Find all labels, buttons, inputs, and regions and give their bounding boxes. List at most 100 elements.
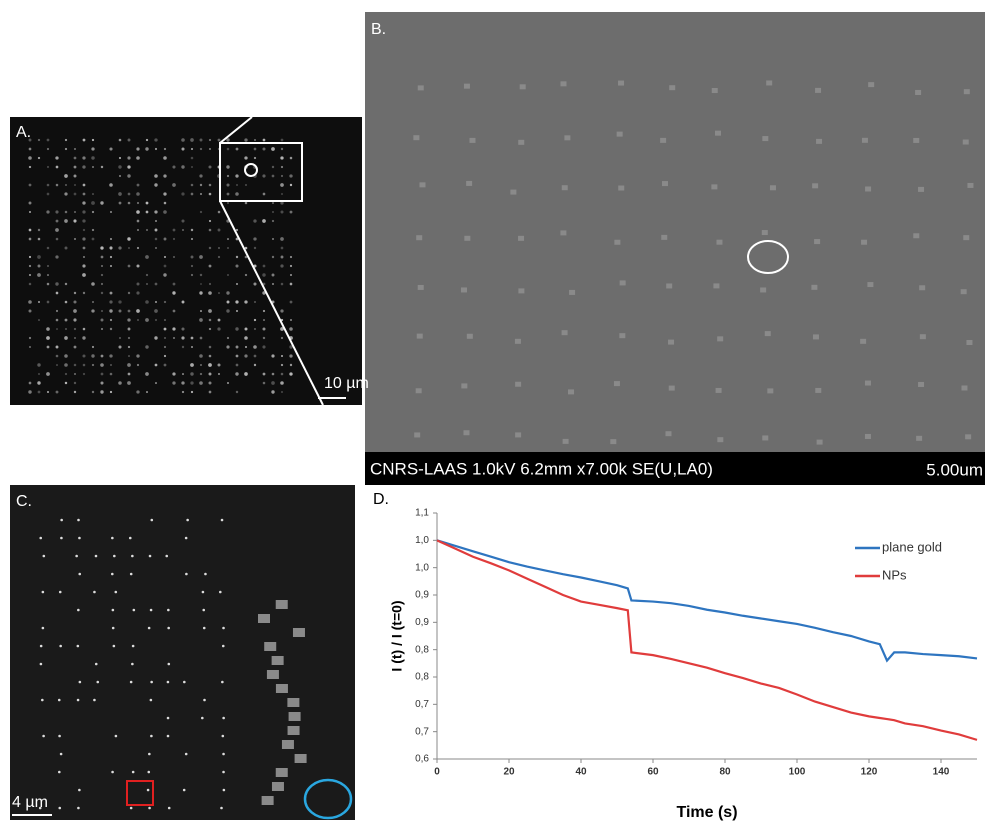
spot xyxy=(200,184,202,186)
speck xyxy=(963,235,969,240)
speck xyxy=(510,190,516,195)
spot xyxy=(245,202,248,205)
speck xyxy=(762,136,768,141)
spot xyxy=(136,147,139,150)
spot xyxy=(82,336,85,339)
speck xyxy=(711,184,717,189)
spot xyxy=(164,238,167,241)
spot xyxy=(91,156,94,159)
spot xyxy=(163,174,166,177)
spot xyxy=(280,264,283,267)
speck xyxy=(961,289,967,294)
spot xyxy=(182,391,184,393)
spot xyxy=(40,645,43,648)
spot xyxy=(209,355,212,358)
spot xyxy=(253,282,256,285)
speck xyxy=(717,336,723,341)
speck xyxy=(660,138,666,143)
spot xyxy=(110,328,112,330)
spot xyxy=(77,609,80,612)
flake xyxy=(293,628,305,637)
spot xyxy=(77,807,80,810)
spot xyxy=(91,282,95,286)
spot xyxy=(93,699,96,702)
speck xyxy=(865,381,871,386)
spot xyxy=(92,229,94,231)
spot xyxy=(280,183,284,187)
spot xyxy=(209,265,212,268)
spot xyxy=(56,238,59,241)
spot xyxy=(208,363,212,367)
spot xyxy=(263,139,266,142)
spot xyxy=(82,156,85,159)
spot xyxy=(155,238,158,241)
spot xyxy=(183,681,186,684)
spot xyxy=(128,139,131,142)
spot xyxy=(47,283,50,286)
spot xyxy=(235,192,239,196)
spot xyxy=(64,174,68,178)
spot xyxy=(226,183,229,186)
spot xyxy=(181,192,184,195)
spot xyxy=(227,202,229,204)
series-line xyxy=(437,540,977,660)
spot xyxy=(167,663,170,666)
spot xyxy=(200,364,202,366)
spot xyxy=(47,265,49,267)
speck xyxy=(614,381,620,386)
speck xyxy=(816,139,822,144)
spot xyxy=(55,156,58,159)
spot xyxy=(29,238,32,241)
spot xyxy=(55,210,58,213)
spot xyxy=(262,273,265,276)
spot xyxy=(254,148,257,151)
spot xyxy=(226,345,229,348)
spot xyxy=(58,735,61,738)
spot xyxy=(101,319,104,322)
speck xyxy=(868,82,874,87)
spot xyxy=(28,309,31,312)
spot xyxy=(164,355,166,357)
spot xyxy=(112,609,115,612)
spot xyxy=(92,346,94,348)
panel-a-image xyxy=(10,117,362,405)
scale-label: 4 µm xyxy=(12,794,48,811)
spot xyxy=(73,300,76,303)
spot xyxy=(65,148,67,150)
spot xyxy=(74,391,76,393)
flake xyxy=(272,782,284,791)
flake xyxy=(267,670,279,679)
spot xyxy=(55,228,59,232)
y-tick-label: 1,1 xyxy=(415,508,429,519)
spot xyxy=(83,328,86,331)
spot xyxy=(163,156,167,160)
spot xyxy=(38,265,41,268)
spot xyxy=(236,364,239,367)
sem-info: CNRS-LAAS 1.0kV 6.2mm x7.00k SE(U,LA0) xyxy=(370,459,713,478)
spot xyxy=(133,609,136,612)
spot xyxy=(167,735,170,738)
spot xyxy=(137,364,139,366)
spot xyxy=(191,229,193,231)
spot xyxy=(74,166,77,169)
speck xyxy=(770,185,776,190)
spot xyxy=(218,256,220,258)
speck xyxy=(562,330,568,335)
spot xyxy=(83,247,86,250)
speck xyxy=(817,440,823,445)
spot xyxy=(128,265,131,268)
spot xyxy=(281,391,283,393)
spot xyxy=(136,192,140,196)
spot xyxy=(191,184,194,187)
spot xyxy=(82,354,85,357)
spot xyxy=(60,753,63,756)
speck xyxy=(417,334,423,339)
spot xyxy=(74,184,76,186)
spot xyxy=(290,184,292,186)
panel-c-image xyxy=(10,485,355,820)
speck xyxy=(916,436,922,441)
spot xyxy=(148,753,151,756)
spot xyxy=(199,174,202,177)
spot xyxy=(38,157,40,159)
spot xyxy=(59,591,62,594)
